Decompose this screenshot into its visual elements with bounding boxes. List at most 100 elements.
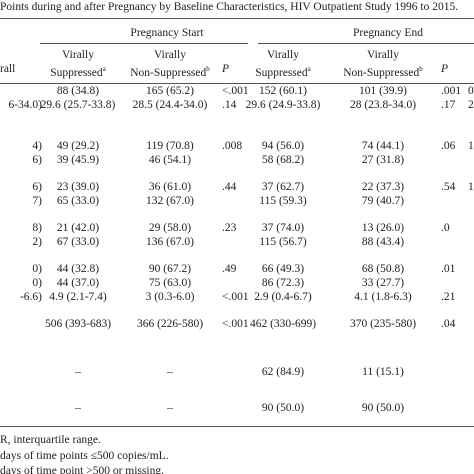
header-text: Non-Suppressed — [130, 66, 207, 79]
cell: 90 (50.0) — [361, 402, 405, 414]
cell: – — [167, 402, 173, 414]
cell: 21 (42.0) — [56, 222, 100, 234]
cell: 29.6 (25.7-33.8) — [40, 99, 116, 111]
rule — [0, 83, 474, 84]
row-label: 6-34.0) — [8, 99, 42, 111]
row-label: 0) — [32, 277, 42, 289]
cell: 370 (235-580) — [349, 318, 417, 330]
cell: 3 (0.3-6.0) — [145, 291, 195, 303]
cell: 4.9 (2.1-7.4) — [49, 291, 107, 303]
rule — [258, 43, 474, 44]
header-text: P — [222, 63, 230, 75]
cell: .44 — [222, 181, 237, 193]
cell: 65 (33.0) — [56, 195, 100, 207]
cell: .008 — [222, 140, 243, 152]
column-header: rall — [0, 63, 16, 75]
cell: 46 (54.1) — [148, 154, 192, 166]
cell: 68 (50.8) — [361, 263, 405, 275]
cell: 37 (62.7) — [261, 181, 305, 193]
cell: 462 (330-699) — [249, 318, 317, 330]
cell: 90 (50.0) — [261, 402, 305, 414]
cell: 67 (33.0) — [56, 236, 100, 248]
cell: 366 (226-580) — [136, 318, 204, 330]
cell: 1 — [468, 181, 474, 193]
column-header: Non-Suppressedb — [130, 62, 210, 80]
cell: 2 — [468, 99, 474, 111]
cell: 29.6 (24.9-33.8) — [245, 99, 321, 111]
row-label: 0) — [32, 263, 42, 275]
cell: 2.9 (0.4-6.7) — [254, 291, 312, 303]
cell: 29 (58.0) — [148, 222, 192, 234]
cell: 88 (34.8) — [56, 85, 100, 97]
cell: 44 (32.8) — [56, 263, 100, 275]
column-header: P — [222, 62, 229, 76]
column-header: Virally — [367, 49, 399, 61]
row-label: 6) — [32, 154, 42, 166]
column-header: Virally — [267, 49, 299, 61]
cell: 23 (39.0) — [56, 181, 100, 193]
row-label: 7) — [32, 195, 42, 207]
column-header: Non-Suppressedb — [343, 62, 423, 80]
cell: – — [75, 402, 81, 414]
header-text: Suppressed — [50, 66, 103, 79]
cell: 36 (61.0) — [148, 181, 192, 193]
cell: 86 (72.3) — [261, 277, 305, 289]
header-text: P — [441, 63, 449, 75]
cell: 94 (56.0) — [261, 140, 305, 152]
cell: .06 — [441, 140, 456, 152]
column-header: Virally — [154, 49, 186, 61]
cell: 115 (56.7) — [259, 236, 307, 248]
footnote-marker: b — [419, 65, 423, 73]
cell: .14 — [222, 99, 237, 111]
column-header: P — [441, 62, 448, 76]
header-text: Non-Suppressed — [343, 66, 420, 79]
cell: 4.1 (1.8-6.3) — [354, 291, 412, 303]
cell: 165 (65.2) — [146, 85, 194, 97]
cell: 44 (37.0) — [56, 277, 100, 289]
cell: <.001 — [222, 318, 249, 330]
footnote: days of time point >500 or missing. — [0, 465, 164, 474]
cell: .49 — [222, 263, 237, 275]
row-label: -6.6) — [19, 291, 42, 303]
cell: .21 — [441, 291, 456, 303]
row-label: 4) — [32, 140, 42, 152]
cell: 506 (393-683) — [44, 318, 112, 330]
footnote-marker: a — [307, 65, 311, 73]
cell: 0 — [468, 85, 474, 97]
cell: 119 (70.8) — [146, 140, 194, 152]
column-header: Suppresseda — [255, 62, 311, 80]
cell: 33 (27.7) — [361, 277, 405, 289]
group-header: Pregnancy Start — [130, 27, 204, 39]
footnote-marker: b — [206, 65, 210, 73]
row-label: 6) — [32, 181, 42, 193]
cell: 152 (60.1) — [259, 85, 307, 97]
cell: 75 (63.0) — [148, 277, 192, 289]
row-label: 8) — [32, 222, 42, 234]
cell: <.001 — [222, 291, 249, 303]
rule — [0, 426, 474, 427]
cell: 132 (67.0) — [146, 195, 194, 207]
cell: 1 — [468, 140, 474, 152]
group-header: Pregnancy End — [353, 27, 423, 39]
cell: 79 (40.7) — [361, 195, 405, 207]
header-text: Suppressed — [255, 66, 308, 79]
cell: 22 (37.3) — [361, 181, 405, 193]
cell: 28.5 (24.4-34.0) — [132, 99, 208, 111]
footnote: days of time points ≤500 copies/mL. — [0, 450, 169, 462]
cell: 115 (59.3) — [259, 195, 307, 207]
cell: .001 — [441, 85, 462, 97]
row-label: 2) — [32, 236, 42, 248]
footnote: R, interquartile range. — [0, 434, 101, 446]
cell: 58 (68.2) — [261, 154, 305, 166]
rule — [40, 43, 248, 44]
cell: .04 — [441, 318, 456, 330]
cell: .0 — [441, 222, 450, 234]
table-title: Points during and after Pregnancy by Bas… — [0, 1, 459, 13]
cell: 74 (44.1) — [361, 140, 405, 152]
cell: 66 (49.3) — [261, 263, 305, 275]
cell: .54 — [441, 181, 456, 193]
cell: <.001 — [222, 85, 249, 97]
cell: 11 (15.1) — [362, 366, 404, 378]
cell: 88 (43.4) — [361, 236, 405, 248]
